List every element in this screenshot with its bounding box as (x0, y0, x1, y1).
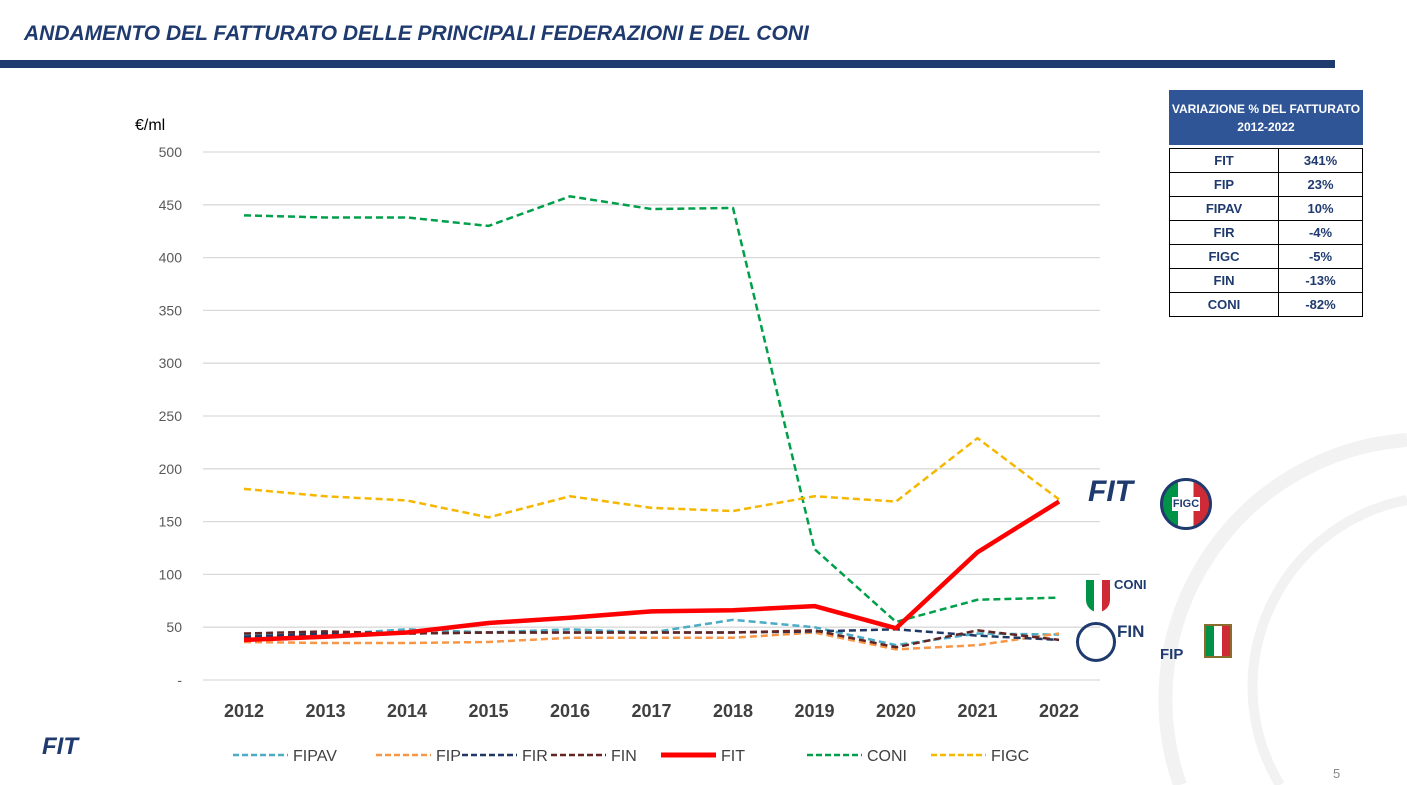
legend-label: FIT (721, 748, 745, 765)
x-tick-label: 2018 (713, 701, 753, 721)
y-tick-label: 100 (159, 566, 183, 582)
coni-logo: CONI (1114, 577, 1147, 592)
federation-name: FIP (1169, 172, 1279, 197)
federation-name: FIPAV (1169, 196, 1279, 221)
fit-logo: FIT (1088, 475, 1133, 508)
table-row: FIGC -5% (1169, 244, 1363, 269)
legend-label: FIPAV (293, 748, 337, 765)
legend-label: FIR (522, 748, 548, 765)
legend-label: FIP (436, 748, 461, 765)
fip-logo: FIP (1160, 646, 1184, 663)
variation-value: -4% (1278, 220, 1363, 245)
legend-label: FIGC (991, 748, 1029, 765)
page-number: 5 (1333, 766, 1341, 781)
federation-name: CONI (1169, 292, 1279, 317)
table-row: FIP 23% (1169, 172, 1363, 197)
x-tick-label: 2012 (224, 701, 264, 721)
series-line-fip (243, 631, 1060, 651)
x-tick-label: 2013 (305, 701, 345, 721)
x-tick-label: 2016 (550, 701, 590, 721)
federation-name: FIGC (1169, 244, 1279, 269)
fit-footer-logo: FIT (42, 733, 78, 760)
x-tick-label: 2019 (794, 701, 834, 721)
table-row: FIN -13% (1169, 268, 1363, 293)
federation-name: FIN (1169, 268, 1279, 293)
y-tick-label: 500 (159, 144, 183, 160)
variation-value: -5% (1278, 244, 1363, 269)
title-underline (0, 60, 1335, 68)
y-tick-label: 250 (159, 408, 183, 424)
variation-value: -13% (1278, 268, 1363, 293)
series-line-fit (243, 499, 1061, 643)
x-tick-label: 2014 (387, 701, 427, 721)
y-tick-label: 350 (159, 302, 183, 318)
y-tick-label: 200 (159, 461, 183, 477)
federation-name: FIR (1169, 220, 1279, 245)
series-line-coni (243, 195, 1060, 624)
table-row: CONI -82% (1169, 292, 1363, 317)
table-row: FIT 341% (1169, 148, 1363, 173)
legend-label: CONI (867, 748, 907, 765)
fir-logo (1204, 624, 1232, 658)
y-tick-label: 300 (159, 355, 183, 371)
y-axis-label: €/ml (135, 117, 165, 134)
coni-shield-icon (1086, 580, 1110, 612)
fin-logo: FIN (1117, 622, 1145, 641)
y-tick-label: - (177, 672, 182, 688)
table-row: FIPAV 10% (1169, 196, 1363, 221)
y-tick-label: 450 (159, 197, 183, 213)
fipav-logo (1076, 622, 1116, 662)
x-tick-label: 2022 (1039, 701, 1079, 721)
federation-name: FIT (1169, 148, 1279, 173)
y-tick-label: 50 (166, 619, 182, 635)
x-tick-label: 2015 (468, 701, 508, 721)
x-tick-label: 2017 (631, 701, 671, 721)
page-title: ANDAMENTO DEL FATTURATO DELLE PRINCIPALI… (24, 22, 809, 45)
variation-value: -82% (1278, 292, 1363, 317)
y-tick-label: 150 (159, 514, 183, 530)
table-row: FIR -4% (1169, 220, 1363, 245)
variation-value: 23% (1278, 172, 1363, 197)
table-header: VARIAZIONE % DEL FATTURATO 2012-2022 (1169, 90, 1363, 145)
series-line-figc (243, 436, 1060, 519)
y-tick-label: 400 (159, 250, 183, 266)
variation-value: 10% (1278, 196, 1363, 221)
variation-table: FIT 341% FIP 23% FIPAV 10% FIR -4% FIGC -5% FIN -13… (1169, 148, 1363, 317)
x-tick-label: 2021 (957, 701, 997, 721)
x-tick-label: 2020 (876, 701, 916, 721)
figc-logo: FIGC (1160, 478, 1212, 530)
variation-value: 341% (1278, 148, 1363, 173)
legend-label: FIN (611, 748, 637, 765)
